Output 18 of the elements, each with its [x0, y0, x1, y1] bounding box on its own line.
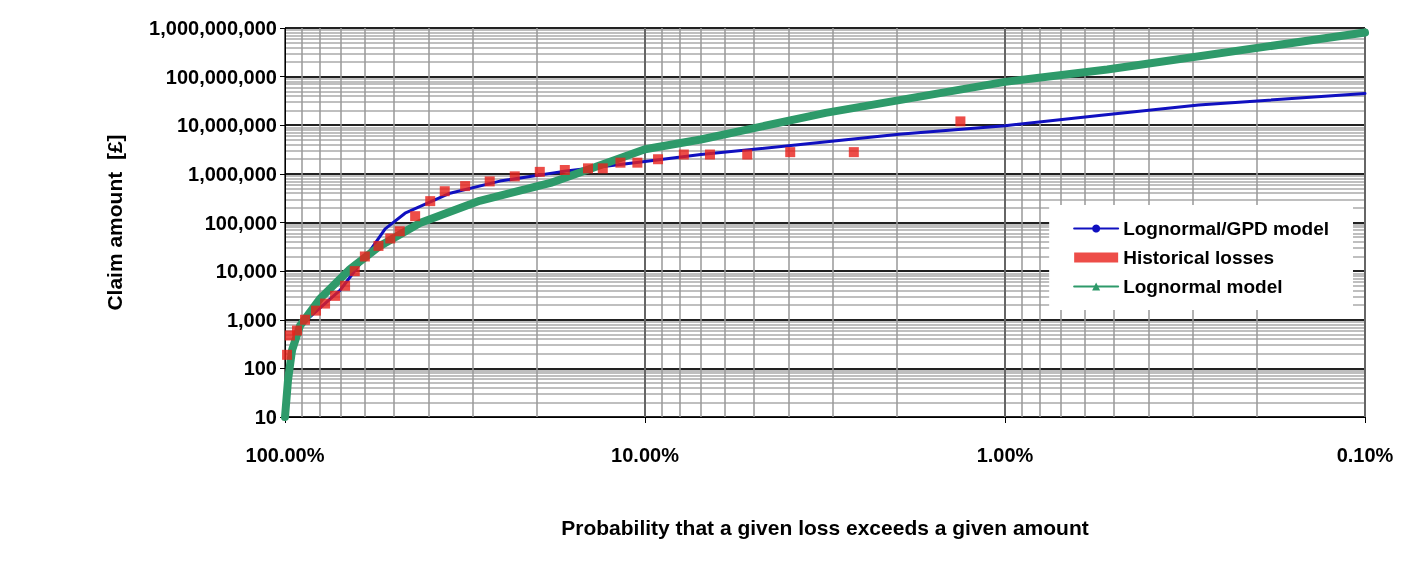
y-tick-label: 1,000,000	[188, 162, 277, 185]
y-tick-label: 1,000,000,000	[149, 17, 277, 39]
y-tick-label: 10,000,000	[176, 114, 277, 137]
x-tick-label: 1.00%	[976, 444, 1034, 466]
legend-label: Historical losses	[1123, 247, 1275, 268]
x-tick-label: 100.00%	[245, 444, 325, 466]
y-tick-label: 10	[254, 406, 277, 428]
x-tick-label: 0.10%	[1336, 444, 1394, 466]
x-axis-title: Probability that a given loss exceeds a given amount	[561, 516, 1089, 539]
y-tick-label: 100	[243, 357, 277, 380]
x-tick-label: 10.00%	[611, 444, 680, 466]
y-tick-label: 10,000	[215, 260, 277, 283]
y-tick-label: 100,000	[204, 211, 277, 234]
legend-label: Lognormal/GPD model	[1123, 218, 1330, 239]
y-tick-label: 100,000,000	[165, 65, 277, 88]
y-tick-label: 1,000	[226, 308, 277, 331]
y-axis-title: Claim amount [£]	[103, 134, 126, 311]
legend-label: Lognormal model	[1123, 276, 1283, 297]
